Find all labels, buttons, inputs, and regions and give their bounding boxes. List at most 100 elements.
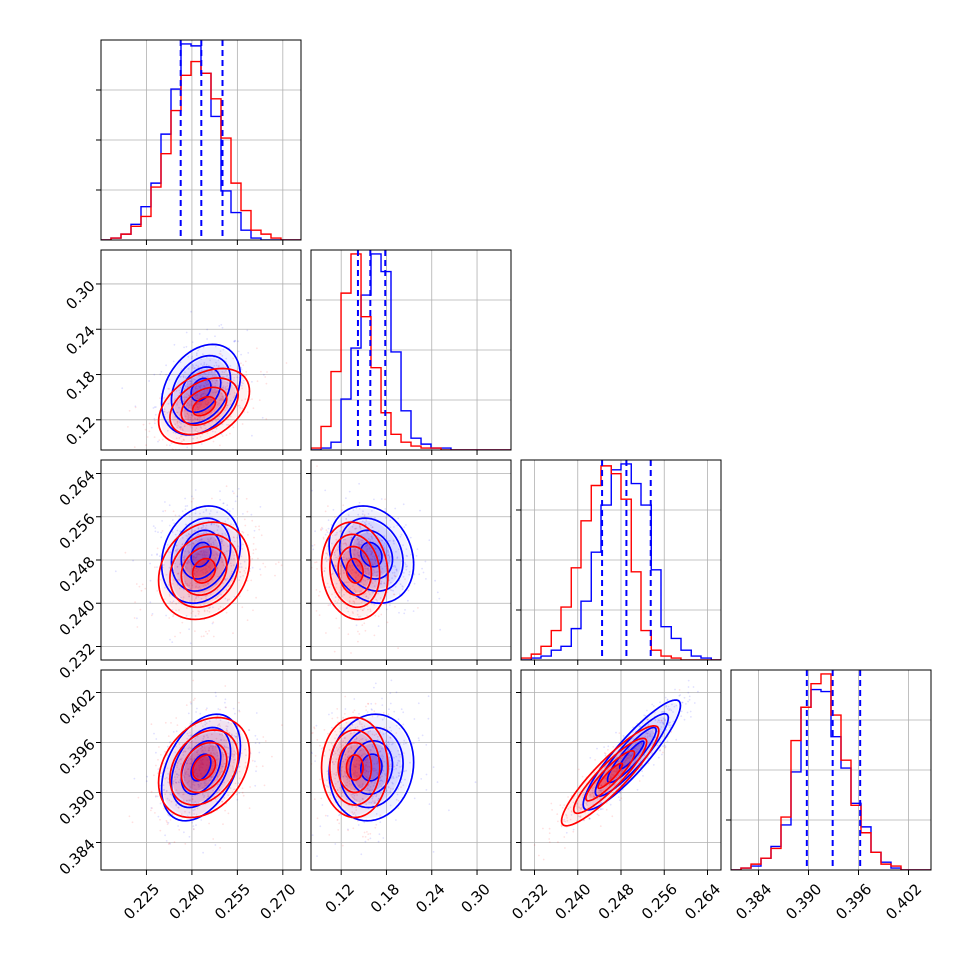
scatter-point bbox=[363, 753, 366, 755]
scatter-point bbox=[196, 772, 198, 775]
scatter-point bbox=[195, 385, 198, 387]
scatter-point bbox=[421, 734, 424, 737]
scatter-point bbox=[218, 544, 220, 547]
scatter-point bbox=[176, 565, 179, 568]
scatter-point bbox=[582, 794, 584, 797]
scatter-point bbox=[349, 788, 352, 791]
scatter-point bbox=[308, 495, 310, 497]
scatter-point bbox=[331, 761, 334, 764]
scatter-point bbox=[303, 803, 305, 805]
scatter-point bbox=[357, 555, 360, 557]
scatter-point bbox=[170, 793, 173, 796]
scatter-point bbox=[340, 589, 343, 592]
scatter-point bbox=[264, 376, 267, 378]
scatter-point bbox=[355, 624, 358, 627]
scatter-point bbox=[370, 535, 373, 538]
scatter-point bbox=[352, 585, 354, 587]
scatter-point bbox=[245, 765, 247, 768]
scatter-point bbox=[699, 667, 701, 669]
scatter-point bbox=[153, 436, 156, 438]
scatter-point bbox=[150, 809, 152, 812]
scatter-point bbox=[364, 570, 367, 573]
scatter-point bbox=[205, 779, 207, 782]
scatter-point bbox=[180, 375, 182, 378]
scatter-point bbox=[167, 402, 170, 405]
scatter-point bbox=[628, 756, 631, 759]
scatter-point bbox=[358, 764, 361, 767]
scatter-point bbox=[374, 614, 377, 617]
scatter-point bbox=[365, 531, 368, 534]
scatter-point bbox=[177, 825, 180, 827]
scatter-point bbox=[159, 802, 162, 805]
scatter-point bbox=[342, 727, 344, 730]
scatter-point bbox=[633, 747, 636, 750]
scatter-point bbox=[401, 588, 404, 590]
scatter-point bbox=[258, 525, 260, 528]
scatter-point bbox=[180, 763, 182, 765]
scatter-point bbox=[408, 571, 411, 573]
scatter-point bbox=[205, 768, 208, 771]
scatter-point bbox=[178, 758, 181, 761]
scatter-point bbox=[377, 592, 379, 595]
scatter-point bbox=[191, 367, 194, 369]
scatter-point bbox=[385, 608, 388, 611]
scatter-point bbox=[380, 779, 383, 782]
scatter-point bbox=[390, 581, 392, 584]
scatter-point bbox=[179, 530, 182, 533]
scatter-point bbox=[344, 784, 347, 787]
scatter-point bbox=[227, 780, 230, 782]
scatter-point bbox=[214, 335, 216, 338]
scatter-point bbox=[206, 399, 209, 402]
scatter-point bbox=[360, 723, 363, 726]
scatter-point bbox=[387, 713, 390, 716]
scatter-point bbox=[154, 527, 157, 529]
scatter-point bbox=[221, 375, 224, 378]
scatter-point bbox=[363, 556, 365, 559]
scatter-point bbox=[205, 594, 208, 597]
scatter-point bbox=[229, 562, 232, 565]
scatter-point bbox=[197, 595, 200, 598]
scatter-point bbox=[395, 798, 398, 801]
scatter-point bbox=[664, 746, 667, 748]
scatter-point bbox=[214, 744, 217, 747]
scatter-point bbox=[662, 717, 665, 720]
scatter-point bbox=[621, 769, 624, 772]
density-fill-red bbox=[576, 740, 645, 811]
scatter-point bbox=[242, 513, 244, 515]
scatter-point bbox=[391, 572, 394, 574]
scatter-point bbox=[170, 800, 173, 803]
scatter-point bbox=[165, 776, 168, 779]
scatter-point bbox=[367, 567, 369, 570]
scatter-point bbox=[164, 834, 167, 837]
scatter-point bbox=[352, 600, 355, 602]
scatter-point bbox=[165, 789, 168, 792]
scatter-point bbox=[370, 552, 373, 555]
scatter-point bbox=[350, 572, 353, 575]
scatter-point bbox=[164, 721, 167, 724]
scatter-point bbox=[182, 438, 185, 441]
scatter-point bbox=[198, 769, 201, 772]
scatter-point bbox=[241, 407, 244, 410]
scatter-point bbox=[155, 738, 158, 740]
scatter-point bbox=[195, 824, 197, 826]
scatter-point bbox=[257, 557, 259, 560]
scatter-point bbox=[363, 607, 365, 610]
scatter-point bbox=[197, 365, 200, 368]
scatter-point bbox=[373, 585, 376, 587]
scatter-point bbox=[178, 587, 181, 590]
scatter-point bbox=[203, 406, 206, 408]
scatter-point bbox=[563, 820, 565, 823]
scatter-point bbox=[216, 554, 219, 556]
scatter-point bbox=[323, 754, 326, 757]
scatter-point bbox=[254, 760, 256, 763]
scatter-point bbox=[217, 758, 220, 760]
scatter-point bbox=[357, 554, 360, 556]
scatter-point bbox=[325, 632, 327, 634]
scatter-point bbox=[393, 593, 396, 596]
scatter-point bbox=[210, 733, 213, 736]
scatter-point bbox=[186, 393, 189, 395]
scatter-point bbox=[322, 538, 325, 540]
scatter-point bbox=[347, 751, 350, 753]
scatter-point bbox=[341, 844, 344, 847]
scatter-point bbox=[351, 525, 354, 528]
